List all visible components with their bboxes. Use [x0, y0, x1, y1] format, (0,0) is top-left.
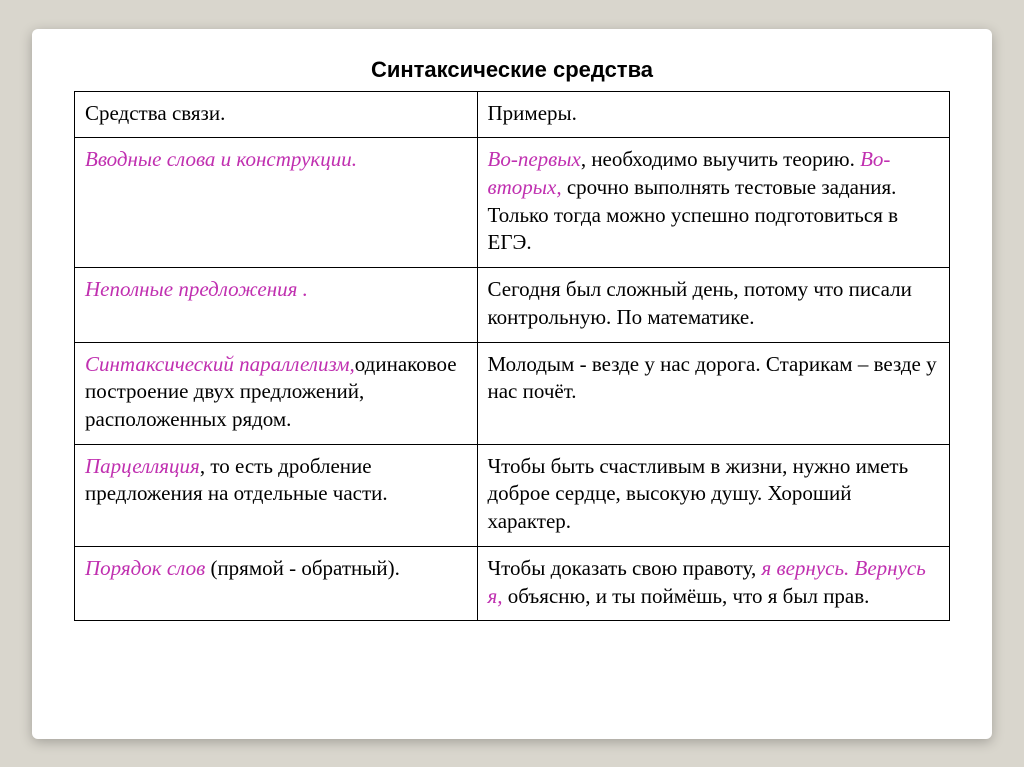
page-title: Синтаксические средства: [74, 57, 950, 83]
header-left: Средства связи.: [75, 91, 478, 138]
table-row: Вводные слова и конструкции. Во-первых, …: [75, 138, 950, 268]
table-row: Синтаксический параллелизм,одинаковое по…: [75, 342, 950, 444]
cell-right: Во-первых, необходимо выучить теорию. Во…: [477, 138, 950, 268]
cell-right: Сегодня был сложный день, потому что пис…: [477, 268, 950, 342]
term-text: Неполные предложения .: [85, 277, 308, 301]
table-header-row: Средства связи. Примеры.: [75, 91, 950, 138]
syntax-table: Средства связи. Примеры. Вводные слова и…: [74, 91, 950, 622]
table-row: Неполные предложения . Сегодня был сложн…: [75, 268, 950, 342]
term-text: Парцелляция: [85, 454, 200, 478]
table-row: Парцелляция, то есть дробление предложен…: [75, 444, 950, 546]
term-text: Порядок слов: [85, 556, 205, 580]
cell-left: Неполные предложения .: [75, 268, 478, 342]
term-text: Синтаксический параллелизм,: [85, 352, 355, 376]
term-description: (прямой - обратный).: [205, 556, 400, 580]
term-text: Вводные слова и конструкции.: [85, 147, 357, 171]
cell-right: Чтобы доказать свою правоту, я вернусь. …: [477, 546, 950, 620]
table-row: Порядок слов (прямой - обратный). Чтобы …: [75, 546, 950, 620]
cell-left: Синтаксический параллелизм,одинаковое по…: [75, 342, 478, 444]
cell-left: Порядок слов (прямой - обратный).: [75, 546, 478, 620]
cell-left: Вводные слова и конструкции.: [75, 138, 478, 268]
cell-right: Молодым - везде у нас дорога. Старикам –…: [477, 342, 950, 444]
cell-right: Чтобы быть счастливым в жизни, нужно име…: [477, 444, 950, 546]
cell-left: Парцелляция, то есть дробление предложен…: [75, 444, 478, 546]
header-right: Примеры.: [477, 91, 950, 138]
slide-card: Синтаксические средства Средства связи. …: [32, 29, 992, 739]
